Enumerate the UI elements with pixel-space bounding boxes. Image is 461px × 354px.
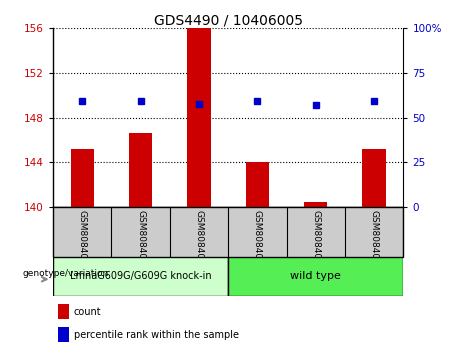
Text: GSM808405: GSM808405 <box>195 210 203 264</box>
Bar <box>58 327 69 342</box>
Bar <box>187 28 211 207</box>
Text: GSM808403: GSM808403 <box>78 210 87 264</box>
Bar <box>58 304 69 319</box>
Bar <box>129 133 152 207</box>
Text: percentile rank within the sample: percentile rank within the sample <box>74 330 239 340</box>
Bar <box>246 162 269 207</box>
Text: GSM808406: GSM808406 <box>253 210 262 264</box>
Text: GSM808408: GSM808408 <box>370 210 378 264</box>
Bar <box>71 149 94 207</box>
Bar <box>304 201 327 207</box>
Bar <box>53 257 228 296</box>
Text: GSM808404: GSM808404 <box>136 210 145 264</box>
Text: count: count <box>74 307 101 317</box>
Bar <box>362 149 386 207</box>
Text: LmnaG609G/G609G knock-in: LmnaG609G/G609G knock-in <box>70 271 212 281</box>
Title: GDS4490 / 10406005: GDS4490 / 10406005 <box>154 13 303 27</box>
Text: wild type: wild type <box>290 271 341 281</box>
Bar <box>228 257 403 296</box>
Text: GSM808407: GSM808407 <box>311 210 320 264</box>
Text: genotype/variation: genotype/variation <box>22 268 108 278</box>
